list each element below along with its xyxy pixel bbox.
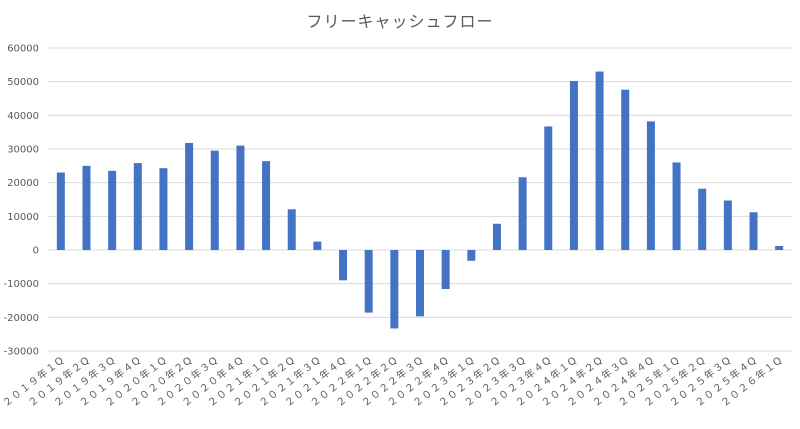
bar (672, 162, 681, 250)
bar (749, 212, 758, 250)
bar (82, 165, 91, 250)
gridlines (48, 47, 792, 352)
bars (56, 71, 784, 329)
bar (287, 209, 296, 250)
bar (210, 150, 219, 250)
bar (262, 161, 271, 250)
bar (467, 250, 476, 261)
bar (518, 177, 527, 250)
chart-title: フリーキャッシュフロー (306, 12, 494, 31)
bar (108, 170, 117, 250)
bar (775, 245, 784, 250)
bar (339, 250, 348, 281)
bar (236, 145, 245, 250)
bar (390, 250, 399, 329)
y-tick-label: 0 (33, 246, 39, 257)
y-tick-label: -10000 (4, 279, 39, 290)
bar (544, 126, 553, 250)
bar (185, 142, 194, 250)
y-tick-label: 10000 (7, 212, 39, 223)
y-axis-ticks: 60000 50000 40000 30000 20000 10000 0 -10000 -20… (4, 44, 39, 358)
bar (698, 188, 707, 250)
bar (159, 168, 168, 250)
y-tick-label: 40000 (7, 111, 39, 122)
x-axis-ticks: ２０１９年１Q２０１９年２Q２０１９年３Q２０１９年４Q２０２０年１Q２０２０年… (0, 353, 785, 409)
bar (621, 89, 630, 250)
y-tick-label: 60000 (7, 44, 39, 55)
y-tick-label: 30000 (7, 145, 39, 156)
bar (313, 241, 322, 250)
bar (492, 223, 501, 250)
y-tick-label: 20000 (7, 178, 39, 189)
bar (133, 163, 142, 250)
y-tick-label: -30000 (4, 347, 39, 358)
bar (364, 250, 373, 313)
y-tick-label: 50000 (7, 77, 39, 88)
y-tick-label: -20000 (4, 313, 39, 324)
bar (416, 250, 424, 317)
bar (595, 71, 604, 250)
bar (646, 121, 655, 250)
bar (441, 250, 450, 290)
bar (569, 80, 578, 250)
bar (723, 200, 732, 250)
bar (56, 172, 65, 250)
